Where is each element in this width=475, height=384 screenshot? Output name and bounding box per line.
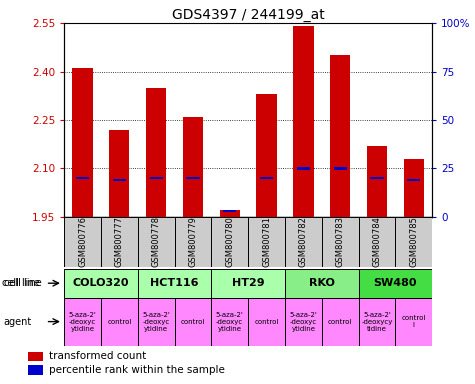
- Bar: [211, 217, 248, 267]
- Text: HT29: HT29: [232, 278, 265, 288]
- Bar: [138, 298, 175, 346]
- Bar: [175, 217, 211, 267]
- Bar: [211, 23, 248, 217]
- Bar: [211, 298, 248, 346]
- Bar: [72, 68, 93, 217]
- Bar: [146, 88, 166, 217]
- Bar: [138, 23, 175, 217]
- Text: GSM800780: GSM800780: [225, 217, 234, 267]
- Text: transformed count: transformed count: [49, 351, 147, 361]
- Text: cell line: cell line: [4, 278, 41, 288]
- Bar: [293, 26, 314, 217]
- Text: 5-aza-2'
-deoxyc
ytidine: 5-aza-2' -deoxyc ytidine: [69, 311, 96, 332]
- Text: COLO320: COLO320: [73, 278, 129, 288]
- Bar: [101, 23, 138, 217]
- Bar: [395, 217, 432, 267]
- Bar: [76, 177, 89, 179]
- Bar: [248, 217, 285, 267]
- Title: GDS4397 / 244199_at: GDS4397 / 244199_at: [172, 8, 324, 22]
- Text: GSM800785: GSM800785: [409, 217, 418, 267]
- Text: GSM800779: GSM800779: [189, 217, 198, 267]
- Bar: [64, 298, 101, 346]
- Bar: [285, 298, 322, 346]
- Bar: [322, 217, 359, 267]
- Bar: [285, 23, 322, 217]
- Bar: [367, 146, 387, 217]
- Bar: [370, 177, 384, 179]
- Text: 5-aza-2'
-deoxyc
ytidine: 5-aza-2' -deoxyc ytidine: [142, 311, 170, 332]
- Bar: [256, 94, 277, 217]
- Bar: [223, 210, 237, 212]
- Bar: [248, 298, 285, 346]
- Text: GSM800784: GSM800784: [372, 217, 381, 267]
- Bar: [260, 177, 273, 179]
- Bar: [407, 179, 420, 181]
- Bar: [333, 167, 347, 170]
- Text: HCT116: HCT116: [150, 278, 199, 288]
- Text: control
l: control l: [402, 315, 426, 328]
- Bar: [248, 23, 285, 217]
- Text: control: control: [255, 319, 279, 324]
- Text: GSM800782: GSM800782: [299, 217, 308, 267]
- Bar: [64, 269, 138, 298]
- Text: cell line: cell line: [2, 278, 40, 288]
- Bar: [285, 217, 322, 267]
- Bar: [322, 298, 359, 346]
- Text: 5-aza-2'
-deoxyc
ytidine: 5-aza-2' -deoxyc ytidine: [290, 311, 317, 332]
- Bar: [175, 298, 211, 346]
- Bar: [359, 298, 395, 346]
- Bar: [285, 269, 359, 298]
- Text: SW480: SW480: [374, 278, 417, 288]
- Bar: [359, 269, 432, 298]
- Bar: [64, 23, 101, 217]
- Text: GSM800783: GSM800783: [336, 217, 345, 267]
- Text: control: control: [328, 319, 352, 324]
- Bar: [113, 179, 126, 181]
- Bar: [330, 55, 351, 217]
- Bar: [101, 217, 138, 267]
- Bar: [28, 352, 43, 361]
- Bar: [297, 167, 310, 170]
- Text: GSM800781: GSM800781: [262, 217, 271, 267]
- Bar: [211, 269, 285, 298]
- Bar: [322, 23, 359, 217]
- Bar: [109, 130, 130, 217]
- Bar: [150, 177, 163, 179]
- Bar: [186, 177, 200, 179]
- Text: GSM800776: GSM800776: [78, 217, 87, 267]
- Bar: [101, 298, 138, 346]
- Bar: [64, 217, 101, 267]
- Text: agent: agent: [4, 316, 32, 327]
- Text: control: control: [107, 319, 132, 324]
- Text: RKO: RKO: [309, 278, 335, 288]
- Bar: [138, 217, 175, 267]
- Bar: [175, 23, 211, 217]
- Text: GSM800778: GSM800778: [152, 217, 161, 267]
- Bar: [138, 269, 211, 298]
- Text: control: control: [181, 319, 205, 324]
- Bar: [28, 366, 43, 375]
- Text: percentile rank within the sample: percentile rank within the sample: [49, 365, 225, 375]
- Text: 5-aza-2'
-deoxycy
tidine: 5-aza-2' -deoxycy tidine: [361, 311, 393, 332]
- Text: GSM800777: GSM800777: [115, 217, 124, 267]
- Bar: [359, 23, 395, 217]
- Bar: [404, 159, 424, 217]
- Bar: [359, 217, 395, 267]
- Bar: [219, 210, 240, 217]
- Text: 5-aza-2'
-deoxyc
ytidine: 5-aza-2' -deoxyc ytidine: [216, 311, 244, 332]
- Bar: [183, 117, 203, 217]
- Bar: [395, 298, 432, 346]
- Bar: [395, 23, 432, 217]
